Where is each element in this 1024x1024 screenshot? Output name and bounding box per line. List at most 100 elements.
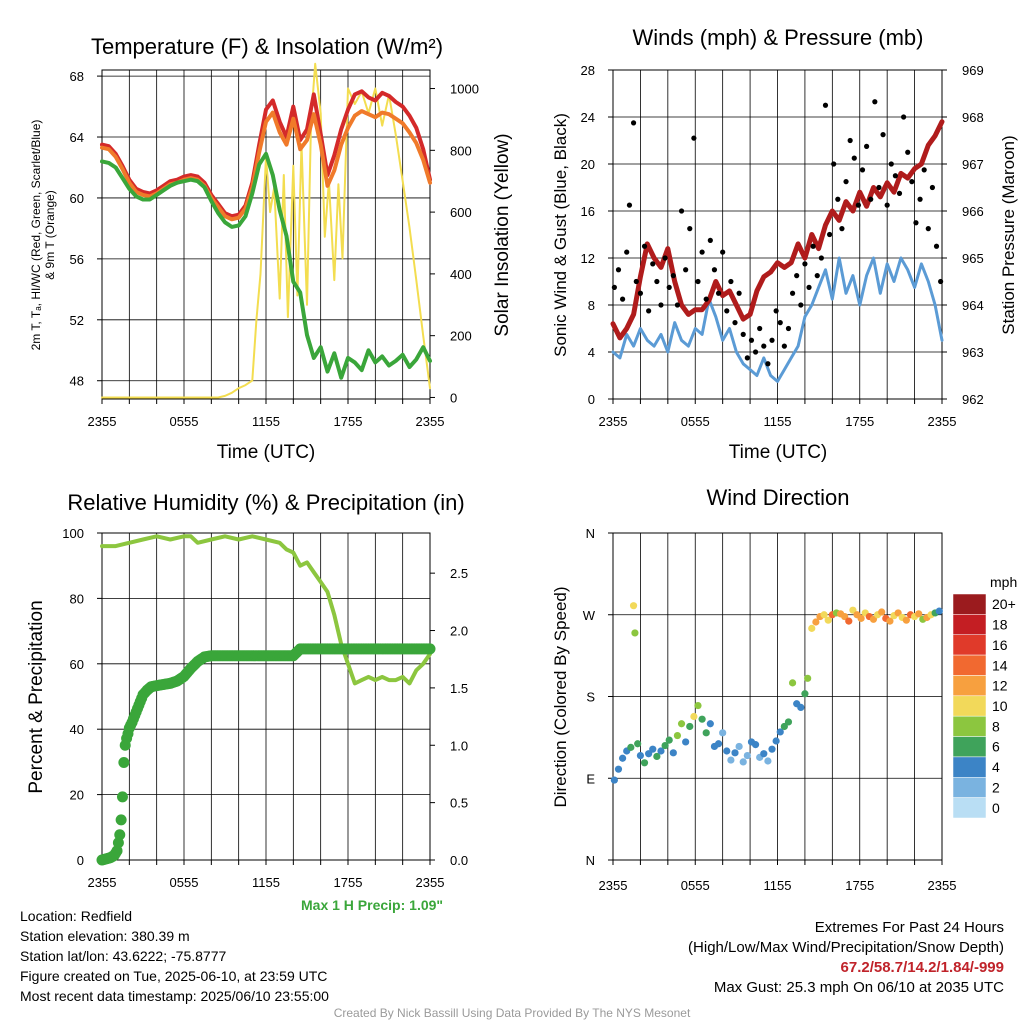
created-text: Figure created on Tue, 2025-06-10, at 23…	[20, 968, 328, 984]
direction-point	[797, 703, 805, 712]
y2-tick-label: 2.5	[450, 566, 468, 581]
direction-point	[636, 751, 645, 760]
direction-point	[727, 756, 735, 764]
x-tick-label: 0555	[681, 414, 710, 429]
direction-point	[784, 718, 793, 726]
gust-point	[802, 261, 808, 267]
gust-point	[933, 243, 940, 249]
extremes-sub: (High/Low/Max Wind/Precipitation/Snow De…	[688, 939, 1004, 956]
y-tick-label: 20	[581, 157, 595, 172]
y-tick-label: 80	[70, 591, 84, 606]
pressure-line	[610, 119, 945, 341]
x-tick-label: 2355	[88, 875, 117, 890]
direction-point	[694, 701, 702, 710]
y-tick-label: 28	[581, 63, 595, 78]
direction-point	[776, 728, 784, 736]
y-tick-label: S	[586, 690, 595, 705]
direction-point	[669, 749, 677, 757]
wind-ylabel-right: Station Pressure (Maroon)	[999, 135, 1018, 334]
direction-point	[634, 740, 642, 748]
y-tick-label: N	[586, 853, 595, 868]
y2-tick-label: 2.0	[450, 624, 468, 639]
legend-swatch	[952, 654, 987, 676]
legend-swatch	[952, 797, 987, 819]
direction-point	[702, 729, 710, 737]
y-tick-label: 16	[581, 204, 595, 219]
legend-label: 10	[992, 698, 1008, 714]
gust-point	[917, 196, 923, 202]
direction-point	[698, 715, 706, 723]
legend-label: 4	[992, 759, 1000, 775]
x-tick-label: 2355	[416, 414, 445, 429]
gust-point	[888, 161, 894, 167]
legend-swatch	[952, 736, 987, 758]
y2-tick-label: 1000	[450, 82, 479, 97]
x-tick-label: 1755	[334, 414, 363, 429]
direction-point	[735, 742, 743, 751]
gust-point	[929, 184, 936, 191]
direction-point	[714, 740, 723, 748]
gust-point	[736, 290, 742, 296]
y2-tick-label: 964	[962, 298, 984, 313]
gust-point	[666, 284, 672, 290]
direction-point	[760, 750, 768, 758]
legend-label: 0	[992, 800, 1000, 816]
y2-tick-label: 1.0	[450, 738, 468, 753]
gust-point	[839, 226, 845, 232]
direction-point	[878, 608, 886, 616]
gust-point	[765, 361, 771, 367]
y-tick-label: 56	[70, 252, 84, 267]
gust-point	[818, 255, 824, 261]
y2-tick-label: 0.5	[450, 796, 468, 811]
precip-point	[114, 829, 126, 841]
gust-point	[855, 202, 861, 208]
temp-ylabel-left-line1: 2m T, Tₐ, HI/WC (Red, Green, Scarlet/Blu…	[29, 120, 43, 351]
direction-point	[768, 745, 776, 753]
direction-point	[915, 610, 923, 618]
legend-swatch	[952, 756, 987, 778]
y-tick-label: 20	[70, 788, 84, 803]
x-tick-label: 2355	[928, 878, 957, 893]
x-tick-label: 1755	[845, 878, 874, 893]
y-tick-label: N	[586, 526, 595, 541]
direction-point	[706, 720, 714, 728]
gust-point	[925, 226, 931, 232]
y2-tick-label: 962	[962, 392, 984, 407]
gust-point	[662, 255, 668, 261]
temp-ylabel-left-line2: & 9m T (Orange)	[43, 190, 57, 280]
direction-point	[673, 731, 682, 740]
wind-grid	[612, 69, 943, 400]
gust-point	[646, 308, 652, 314]
gust-point	[822, 102, 829, 108]
legend-swatch	[952, 675, 987, 697]
direction-point	[631, 629, 639, 637]
precip-point	[117, 791, 128, 803]
direction-point	[751, 741, 760, 749]
gust-point	[637, 290, 644, 296]
x-tick-label: 1155	[764, 414, 792, 429]
extremes-info: Extremes For Past 24 Hours (High/Low/Max…	[688, 918, 1004, 998]
direction-point	[788, 679, 797, 687]
gust-point	[892, 173, 898, 179]
direction-point	[801, 690, 809, 698]
y-tick-label: 48	[70, 374, 84, 389]
direction-point	[739, 758, 747, 766]
x-tick-label: 1155	[764, 878, 792, 893]
direction-point	[719, 729, 727, 737]
y-tick-label: 68	[70, 69, 84, 84]
gust-point	[880, 132, 886, 138]
gust-point	[732, 320, 738, 326]
elevation-text: Station elevation: 380.39 m	[20, 928, 190, 944]
direction-point	[935, 607, 943, 615]
extremes-values: 67.2/58.7/14.2/1.84/-999	[840, 959, 1004, 976]
gust-point	[695, 278, 701, 285]
direction-point	[629, 602, 638, 610]
legend-label: 6	[992, 739, 1000, 755]
y2-tick-label: 968	[962, 110, 984, 125]
direction-point	[812, 618, 820, 626]
gust-point	[814, 273, 820, 279]
temp-xlabel: Time (UTC)	[217, 442, 316, 463]
x-tick-label: 2355	[599, 878, 628, 893]
legend-swatch	[952, 715, 987, 737]
direction-point	[690, 712, 698, 721]
